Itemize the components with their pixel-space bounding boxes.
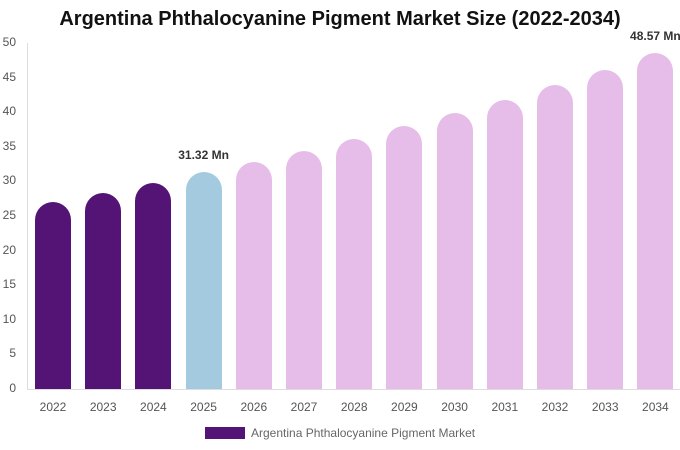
legend: Argentina Phthalocyanine Pigment Market	[205, 426, 475, 440]
y-tick-label: 50	[2, 35, 16, 49]
bar-2025[interactable]	[185, 172, 222, 389]
x-tick-label: 2029	[391, 400, 418, 414]
bar-2024[interactable]	[135, 182, 172, 389]
x-tick-label: 2026	[240, 400, 268, 414]
x-tick-label: 2028	[340, 400, 368, 414]
y-tick-label: 35	[2, 138, 16, 153]
bar-2031[interactable]	[486, 99, 523, 389]
x-tick-label: 2030	[441, 400, 468, 414]
y-axis-line	[27, 43, 28, 389]
x-tick-label: 2034	[642, 400, 669, 414]
legend-swatch	[205, 427, 245, 439]
y-tick-label: 40	[2, 104, 16, 119]
bar-2023[interactable]	[85, 193, 122, 389]
y-tick-label: 0	[9, 381, 16, 395]
bar-2028[interactable]	[336, 139, 373, 389]
y-tick-label: 10	[2, 311, 16, 326]
x-tick-label: 2023	[89, 400, 117, 414]
bar-2022[interactable]	[35, 202, 71, 389]
bar-2030[interactable]	[436, 112, 473, 389]
y-tick-label: 25	[2, 208, 16, 222]
y-tick-label: 15	[2, 277, 16, 292]
x-axis-line	[27, 389, 680, 390]
x-tick-label: 2027	[290, 400, 318, 414]
x-tick-label: 2031	[491, 400, 519, 414]
bar-2027[interactable]	[286, 150, 322, 389]
y-tick-label: 5	[9, 346, 16, 361]
bar-2034[interactable]	[637, 52, 674, 389]
x-tick-label: 2024	[140, 400, 167, 414]
chart-title: Argentina Phthalocyanine Pigment Market …	[59, 8, 621, 30]
y-tick-label: 30	[2, 173, 16, 188]
y-tick-label: 20	[2, 242, 16, 257]
legend-label: Argentina Phthalocyanine Pigment Market	[251, 426, 476, 440]
x-tick-label: 2032	[541, 400, 569, 414]
y-tick-label: 45	[2, 69, 16, 84]
x-tick-label: 2022	[39, 400, 67, 414]
x-tick-label: 2025	[190, 400, 217, 414]
bar-2033[interactable]	[587, 69, 624, 389]
data-label-2034: 48.57 Mn	[630, 28, 680, 43]
x-tick-label: 2033	[591, 400, 619, 414]
data-label-2025: 31.32 Mn	[178, 148, 229, 163]
bar-2026[interactable]	[235, 162, 272, 389]
bar-2032[interactable]	[537, 85, 573, 389]
bar-2029[interactable]	[386, 126, 423, 389]
